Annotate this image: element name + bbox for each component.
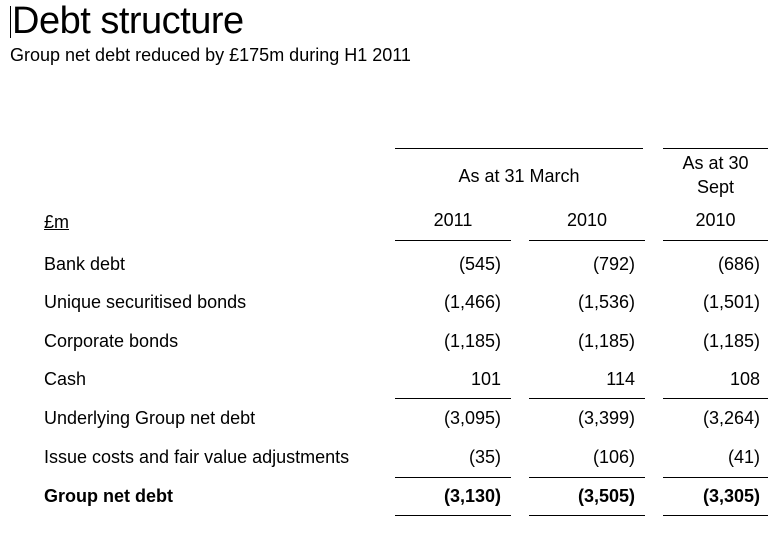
cell-value: (3,264) [702,408,760,428]
cell-value: 108 [729,369,760,389]
cell-value: (3,399) [577,408,635,428]
slide-subtitle: Group net debt reduced by £175m during H… [10,45,411,65]
total-rule-bottom-2 [529,515,645,516]
header-rule-march [395,148,643,149]
year-header-2010-sept: 2010 [695,210,736,230]
cell-value: (1,185) [443,331,501,351]
header-underline-1 [395,240,511,241]
table-row: Bank debt (545) (792) (686) [0,245,781,283]
cell-value: (1,501) [702,292,760,312]
row-label: Cash [44,369,87,389]
table-row-total: Group net debt (3,130) (3,505) (3,305) [0,477,781,515]
cell-value: (1,185) [577,331,635,351]
column-group-sept-text: As at 30 Sept [682,153,749,197]
total-rule-top-2 [529,477,645,478]
header-rule-sept [663,148,768,149]
cell-value: (792) [592,254,635,274]
header-underline-2 [529,240,645,241]
cell-value: (1,466) [443,292,501,312]
column-group-sept: As at 30 Sept [663,151,768,199]
cell-value: (3,095) [443,408,501,428]
slide-title: Debt structure [12,0,244,42]
cell-value: (686) [717,254,760,274]
unit-label: £m [44,212,70,232]
total-rule-top-3 [663,477,768,478]
cell-value: (545) [458,254,501,274]
total-rule-bottom-1 [395,515,511,516]
table-row: Issue costs and fair value adjustments (… [0,438,781,476]
subtotal-rule-2 [529,398,645,399]
year-header-2010-march: 2010 [566,210,608,230]
subtotal-rule-3 [663,398,768,399]
cell-value: (1,185) [702,331,760,351]
cell-value: 101 [470,369,501,389]
year-header-2011: 2011 [433,210,473,230]
total-rule-bottom-3 [663,515,768,516]
row-label: Issue costs and fair value adjustments [44,447,350,467]
text-cursor [10,6,11,38]
row-label: Unique securitised bonds [44,292,247,312]
cell-value: 114 [606,369,635,389]
column-group-march: As at 31 March [458,166,580,186]
row-label: Underlying Group net debt [44,408,256,428]
cell-value: (3,505) [577,486,635,506]
table-row: Unique securitised bonds (1,466) (1,536)… [0,283,781,321]
cell-value: (41) [727,447,760,467]
row-label: Corporate bonds [44,331,179,351]
cell-value: (3,305) [702,486,760,506]
cell-value: (35) [468,447,501,467]
cell-value: (3,130) [443,486,501,506]
cell-value: (1,536) [577,292,635,312]
row-label: Group net debt [44,486,173,506]
table-row: Cash 101 114 108 [0,360,781,398]
table-row: Underlying Group net debt (3,095) (3,399… [0,399,781,437]
subtotal-rule-1 [395,398,511,399]
header-underline-3 [663,240,768,241]
cell-value: (106) [592,447,635,467]
row-label: Bank debt [44,254,126,274]
total-rule-top-1 [395,477,511,478]
table-row: Corporate bonds (1,185) (1,185) (1,185) [0,322,781,360]
